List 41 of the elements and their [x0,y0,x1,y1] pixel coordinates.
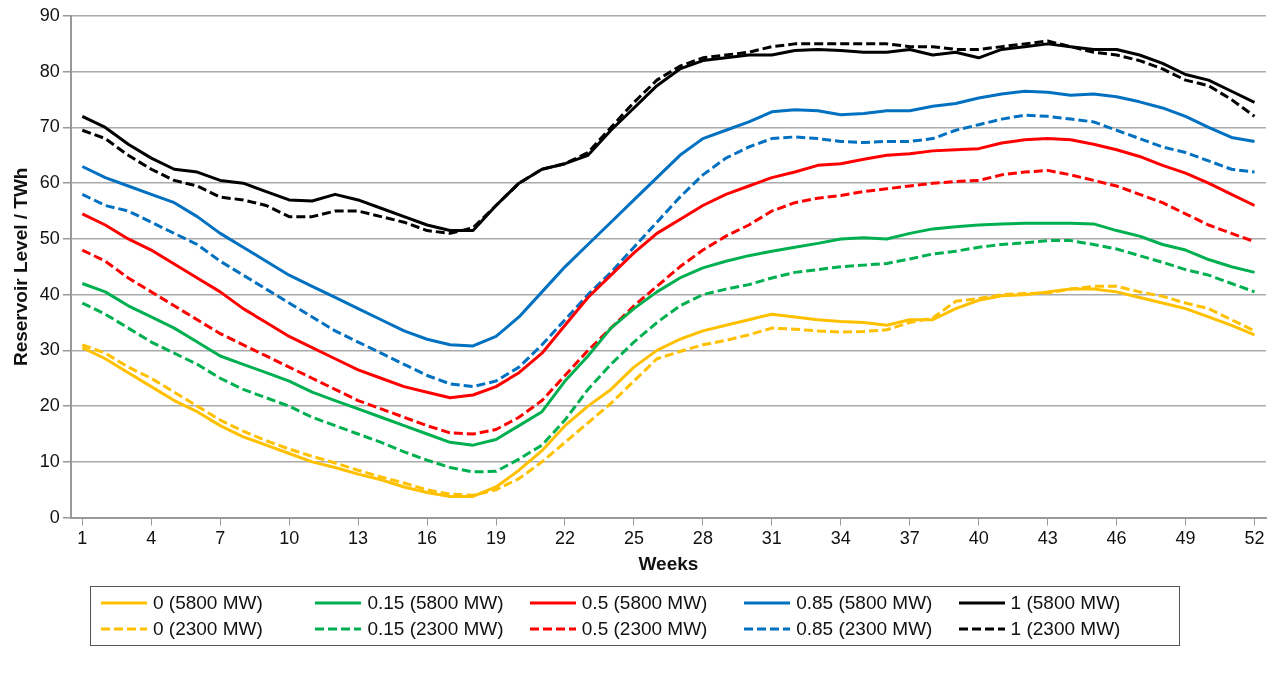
legend-label: 0.15 (2300 MW) [367,618,504,640]
x-tick-label: 25 [623,528,644,549]
legend-label: 0.5 (2300 MW) [581,618,708,640]
x-tick-label: 19 [486,528,507,549]
x-tick-label: 31 [761,528,782,549]
legend-label: 0 (2300 MW) [153,618,263,640]
x-tick-label: 43 [1037,528,1058,549]
x-tick-label: 1 [77,528,88,549]
y-tick-label: 60 [39,172,60,193]
y-tick-label: 80 [39,60,60,81]
legend-label: 1 (5800 MW) [1010,592,1121,614]
y-tick-label: 0 [49,506,60,527]
line-series [80,239,1257,474]
x-tick-label: 40 [968,528,989,549]
y-tick-label: 90 [39,4,60,25]
legend-label: 0.85 (2300 MW) [796,618,933,640]
x-tick-label: 4 [146,528,157,549]
y-tick-label: 30 [39,339,60,360]
x-tick-label: 28 [692,528,713,549]
x-tick-label: 7 [215,528,226,549]
x-tick-label: 13 [348,528,369,549]
y-axis-title: Reservoir Level / TWh [9,167,31,367]
y-tick-label: 20 [39,395,60,416]
x-tick-label: 34 [830,528,851,549]
x-tick-label: 37 [899,528,920,549]
y-tick-label: 10 [39,450,60,471]
legend-label: 0.5 (5800 MW) [581,592,708,614]
x-axis-title: Weeks [638,552,699,574]
x-tick-label: 49 [1175,528,1196,549]
legend-label: 0.15 (5800 MW) [367,592,504,614]
x-tick-label: 22 [554,528,575,549]
legend-label: 0.85 (5800 MW) [796,592,933,614]
x-tick-label: 46 [1106,528,1127,549]
y-tick-label: 70 [39,116,60,137]
legend-label: 1 (2300 MW) [1010,618,1121,640]
y-tick-label: 50 [39,227,60,248]
x-tick-label: 52 [1244,528,1265,549]
legend-label: 0 (5800 MW) [153,592,263,614]
x-tick-label: 10 [279,528,300,549]
x-tick-label: 16 [417,528,438,549]
y-tick-label: 40 [39,283,60,304]
